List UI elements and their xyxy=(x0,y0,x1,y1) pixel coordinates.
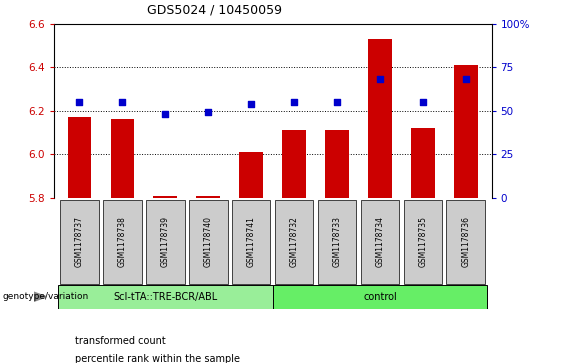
Text: GSM1178733: GSM1178733 xyxy=(333,216,341,267)
Text: ScI-tTA::TRE-BCR/ABL: ScI-tTA::TRE-BCR/ABL xyxy=(113,292,218,302)
Bar xyxy=(411,128,434,198)
Text: control: control xyxy=(363,292,397,302)
Point xyxy=(289,99,298,105)
Text: transformed count: transformed count xyxy=(75,335,166,346)
Bar xyxy=(189,200,228,284)
Bar xyxy=(58,285,273,309)
Bar xyxy=(103,200,142,284)
Text: percentile rank within the sample: percentile rank within the sample xyxy=(75,354,240,363)
Bar xyxy=(197,196,220,198)
Text: GSM1178736: GSM1178736 xyxy=(461,216,470,267)
Bar xyxy=(273,285,487,309)
Point xyxy=(204,110,213,115)
Bar xyxy=(111,119,134,198)
Point xyxy=(375,77,384,82)
Text: GSM1178737: GSM1178737 xyxy=(75,216,84,267)
Bar xyxy=(282,130,306,198)
Bar xyxy=(146,200,185,284)
Point xyxy=(332,99,341,105)
Text: GDS5024 / 10450059: GDS5024 / 10450059 xyxy=(147,3,282,16)
Point xyxy=(161,111,170,117)
Bar xyxy=(240,152,263,198)
Text: GSM1178732: GSM1178732 xyxy=(290,216,298,267)
Point xyxy=(247,101,256,107)
Bar xyxy=(325,130,349,198)
Text: GSM1178734: GSM1178734 xyxy=(375,216,384,267)
Text: GSM1178741: GSM1178741 xyxy=(247,216,255,267)
Bar xyxy=(403,200,442,284)
Point xyxy=(118,99,127,105)
Bar xyxy=(232,200,271,284)
Bar xyxy=(318,200,357,284)
Point xyxy=(418,99,427,105)
Bar xyxy=(154,196,177,198)
Text: GSM1178738: GSM1178738 xyxy=(118,216,127,267)
Bar xyxy=(60,200,99,284)
Point xyxy=(75,99,84,105)
Polygon shape xyxy=(34,292,46,301)
Bar xyxy=(446,200,485,284)
Text: genotype/variation: genotype/variation xyxy=(3,292,89,301)
Bar xyxy=(68,117,91,198)
Bar xyxy=(368,39,392,198)
Bar xyxy=(360,200,399,284)
Text: GSM1178735: GSM1178735 xyxy=(418,216,427,267)
Point xyxy=(461,77,470,82)
Text: GSM1178740: GSM1178740 xyxy=(204,216,212,267)
Bar xyxy=(454,65,477,198)
Text: GSM1178739: GSM1178739 xyxy=(161,216,170,267)
Bar xyxy=(275,200,314,284)
